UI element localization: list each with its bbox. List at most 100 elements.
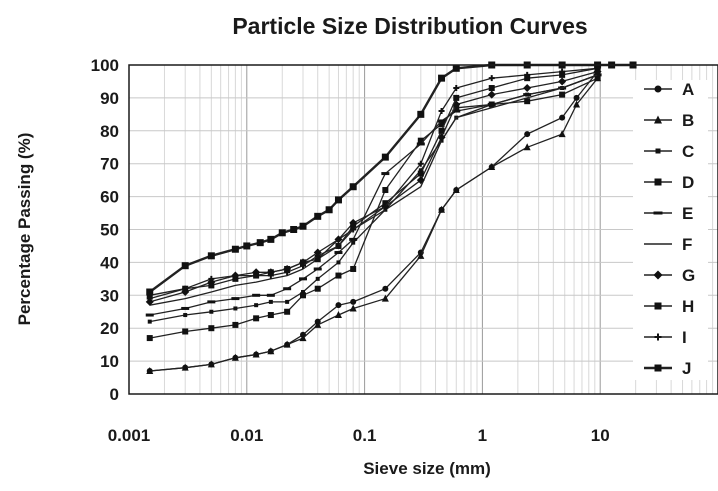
data-point — [256, 239, 264, 247]
data-point — [314, 252, 321, 259]
legend-label: C — [682, 142, 694, 161]
data-point — [268, 299, 273, 304]
data-point — [334, 235, 343, 244]
legend-box — [633, 80, 708, 380]
data-point — [336, 260, 341, 265]
data-point — [208, 325, 215, 332]
data-point — [252, 350, 260, 358]
data-point — [314, 256, 321, 263]
data-point — [350, 223, 357, 230]
data-point — [278, 229, 286, 237]
data-point — [438, 121, 445, 128]
legend-marker — [655, 148, 661, 154]
y-tick-label: 30 — [100, 286, 119, 305]
data-point — [290, 226, 298, 233]
data-point — [232, 321, 239, 328]
legend-marker — [653, 211, 663, 215]
data-point — [233, 306, 238, 311]
legend-label: B — [682, 111, 694, 130]
data-point — [231, 245, 239, 253]
y-tick-label: 100 — [91, 56, 119, 75]
data-point — [418, 168, 423, 173]
legend-marker — [654, 178, 662, 186]
data-point — [207, 300, 216, 304]
data-point — [381, 294, 389, 302]
data-point — [334, 251, 343, 255]
data-point — [349, 237, 358, 241]
data-point — [313, 267, 322, 271]
y-tick-label: 0 — [110, 385, 119, 404]
data-point — [559, 71, 566, 78]
data-point — [349, 183, 357, 191]
data-point — [182, 285, 189, 292]
data-point — [349, 304, 357, 312]
data-point — [487, 90, 496, 99]
data-point — [183, 313, 188, 318]
data-point — [452, 109, 461, 113]
series-E — [145, 73, 602, 317]
x-tick-label: 0.1 — [353, 426, 377, 445]
data-point — [284, 265, 291, 272]
legend-item-E: E — [644, 204, 693, 223]
data-point — [453, 94, 460, 101]
legend-label: J — [682, 359, 691, 378]
data-point — [438, 74, 446, 82]
data-point — [301, 290, 306, 295]
data-point — [523, 84, 532, 93]
data-point — [559, 68, 566, 75]
y-tick-label: 50 — [100, 221, 119, 240]
x-axis-title: Sieve size (mm) — [363, 459, 491, 478]
legend-marker — [654, 302, 662, 310]
y-tick-label: 90 — [100, 89, 119, 108]
data-point — [267, 235, 275, 243]
legend-item-H: H — [644, 297, 694, 316]
data-point — [267, 347, 275, 355]
data-point — [438, 108, 445, 115]
data-point — [453, 85, 460, 92]
y-tick-label: 60 — [100, 188, 119, 207]
data-point — [417, 160, 424, 167]
legend-marker — [654, 85, 662, 93]
data-point — [335, 242, 342, 249]
data-point — [232, 272, 239, 279]
y-tick-label: 10 — [100, 352, 119, 371]
data-point — [300, 292, 307, 299]
data-point — [285, 299, 290, 304]
legend-label: F — [682, 235, 692, 254]
data-point — [437, 119, 446, 123]
data-point — [487, 102, 496, 106]
series-layer — [145, 61, 637, 374]
x-tick-label: 0.001 — [108, 426, 151, 445]
data-point — [267, 272, 274, 279]
data-point — [231, 297, 240, 301]
series-F — [149, 74, 598, 306]
data-point — [523, 143, 531, 151]
series-line — [149, 77, 599, 372]
y-axis-title: Percentage Passing (%) — [15, 133, 34, 326]
data-point — [207, 252, 215, 260]
data-point — [266, 293, 275, 297]
data-point — [283, 287, 292, 291]
legend-label: I — [682, 328, 687, 347]
data-point — [299, 334, 307, 342]
data-point — [146, 295, 153, 302]
data-point — [145, 297, 154, 306]
data-point — [382, 285, 389, 292]
data-point — [208, 282, 215, 289]
chart-title: Particle Size Distribution Curves — [232, 13, 587, 39]
data-point — [181, 262, 189, 270]
x-tick-label: 10 — [591, 426, 610, 445]
data-point — [299, 277, 308, 281]
data-point — [299, 222, 307, 230]
data-point — [232, 275, 239, 282]
x-tick-label: 1 — [478, 426, 487, 445]
data-point — [325, 206, 333, 214]
data-point — [524, 98, 531, 105]
data-point — [146, 366, 154, 374]
data-point — [315, 276, 320, 281]
legend-item-B: B — [644, 111, 694, 130]
data-point — [231, 353, 239, 361]
